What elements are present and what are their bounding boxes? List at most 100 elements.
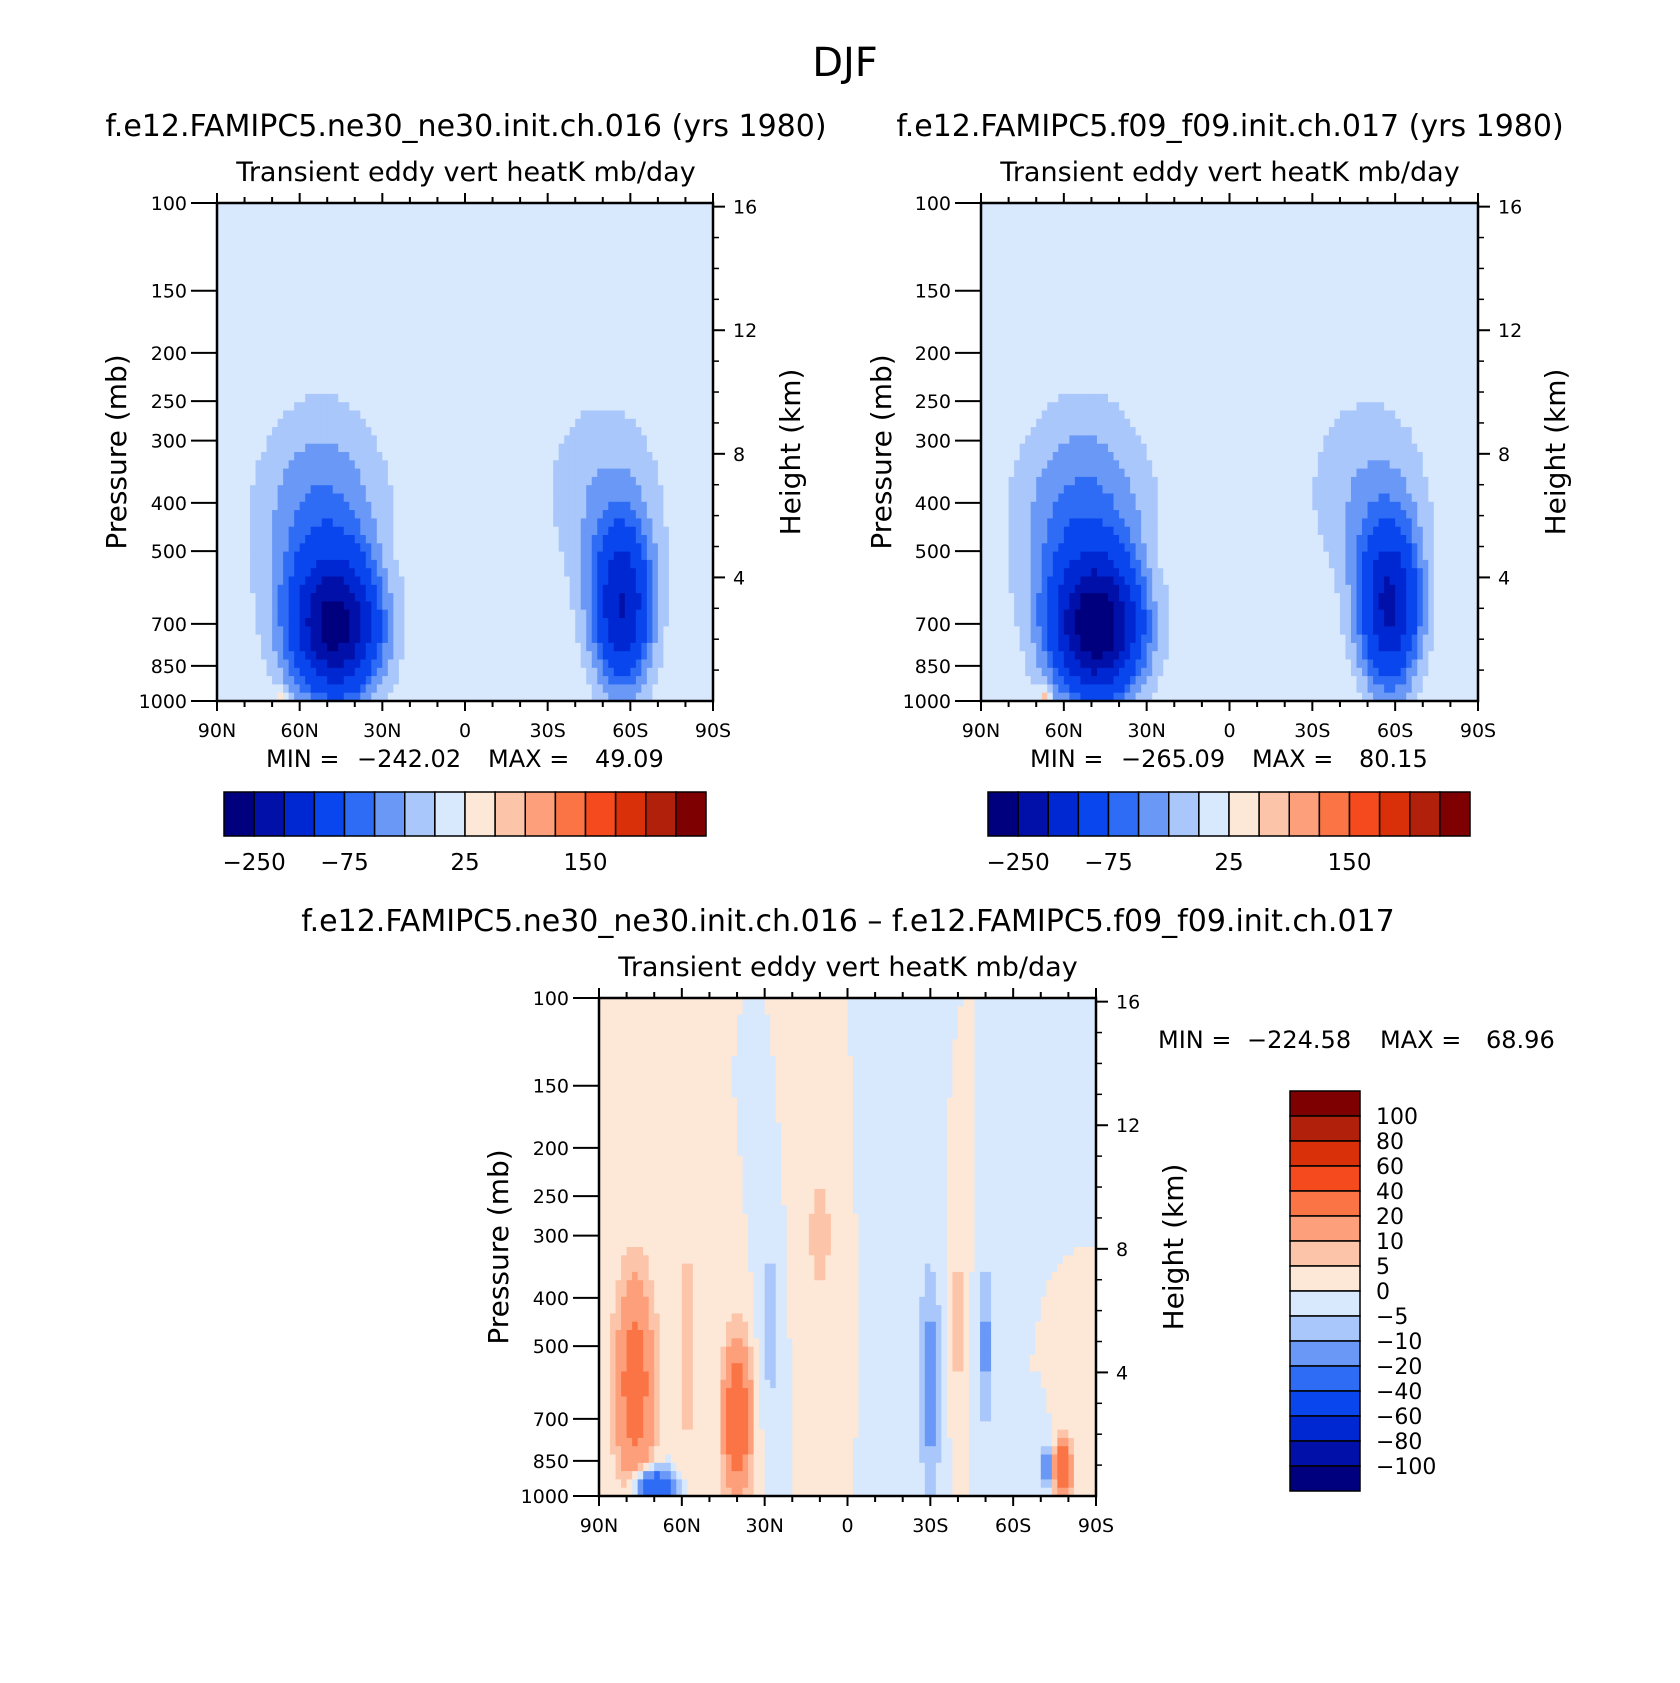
heatmap-cell (354, 518, 361, 528)
heatmap-cell (415, 659, 422, 669)
heatmap-cell (420, 618, 428, 627)
heatmap-cell (244, 402, 251, 412)
heatmap-cell (652, 559, 659, 569)
heatmap-cell (536, 476, 543, 486)
heatmap-cell (409, 543, 416, 553)
heatmap-cell (299, 518, 306, 528)
heatmap-cell (597, 244, 604, 254)
heatmap-cell (354, 211, 361, 221)
heatmap-cell (602, 269, 609, 279)
heatmap-cell (327, 551, 334, 561)
heatmap-cell (376, 369, 383, 378)
heatmap-cell (382, 360, 389, 370)
heatmap-cell (404, 352, 411, 362)
heatmap-cell (244, 634, 251, 644)
heatmap-cell (437, 286, 444, 295)
heatmap-cell (663, 269, 670, 279)
heatmap-cell (553, 327, 560, 337)
heatmap-cell (635, 576, 642, 586)
heatmap-cell (376, 676, 383, 685)
heatmap-cell (233, 385, 240, 395)
heatmap-cell (476, 277, 483, 287)
heatmap-cell (354, 427, 361, 436)
heatmap-cell (387, 551, 394, 561)
heatmap-cell (476, 452, 483, 461)
heatmap-cell (602, 634, 609, 644)
heatmap-cell (415, 377, 422, 387)
heatmap-cell (459, 535, 466, 544)
heatmap-cell (498, 452, 505, 461)
heatmap-cell (354, 302, 361, 312)
heatmap-cell (217, 626, 224, 636)
heatmap-cell (310, 236, 317, 246)
heatmap-cell (321, 684, 328, 694)
heatmap-cell (261, 518, 268, 528)
heatmap-cell (657, 609, 664, 619)
heatmap-cell (630, 551, 637, 561)
heatmap-cell (277, 692, 284, 702)
heatmap-cell (591, 609, 598, 619)
heatmap-cell (343, 452, 350, 461)
heatmap-cell (321, 618, 328, 627)
heatmap-cell (487, 452, 494, 461)
heatmap-cell (547, 460, 554, 470)
heatmap-cell (387, 385, 394, 395)
heatmap-cell (277, 319, 284, 329)
heatmap-cell (646, 626, 653, 636)
heatmap-cell (558, 244, 565, 254)
heatmap-cell (288, 327, 295, 337)
heatmap-cell (542, 501, 549, 511)
heatmap-cell (624, 452, 631, 461)
heatmap-cell (453, 294, 461, 304)
heatmap-cell (277, 294, 284, 304)
heatmap-cell (321, 344, 328, 353)
heatmap-cell (244, 659, 251, 669)
heatmap-cell (591, 418, 598, 428)
heatmap-cell (294, 535, 301, 544)
heatmap-cell (569, 543, 576, 553)
heatmap-cell (310, 352, 317, 362)
heatmap-cell (222, 211, 229, 221)
heatmap-cell (453, 302, 461, 312)
heatmap-cell (553, 294, 560, 304)
heatmap-cell (222, 443, 229, 453)
heatmap-cell (525, 526, 532, 536)
heatmap-cell (564, 219, 571, 229)
heatmap-cell (646, 543, 653, 553)
heatmap-cell (635, 369, 642, 378)
heatmap-cell (431, 269, 439, 279)
heatmap-cell (415, 211, 422, 221)
heatmap-cell (674, 294, 681, 304)
heatmap-cell (453, 360, 461, 370)
heatmap-cell (442, 302, 450, 312)
heatmap-cell (459, 310, 466, 320)
heatmap-cell (448, 601, 455, 611)
heatmap-cell (272, 510, 279, 519)
heatmap-cell (520, 535, 527, 544)
heatmap-cell (470, 634, 477, 644)
heatmap-cell (575, 244, 582, 254)
heatmap-cell (420, 335, 428, 345)
heatmap-cell (222, 252, 229, 262)
heatmap-cell (294, 659, 301, 669)
heatmap-cell (652, 493, 659, 503)
heatmap-cell (343, 618, 350, 627)
heatmap-cell (613, 510, 620, 519)
heatmap-cell (465, 634, 472, 644)
heatmap-cell (487, 468, 494, 478)
heatmap-cell (619, 410, 626, 420)
heatmap-cell (387, 642, 394, 652)
heatmap-cell (217, 651, 224, 661)
heatmap-cell (641, 518, 648, 528)
heatmap-cell (398, 286, 405, 295)
heatmap-cell (608, 385, 615, 395)
heatmap-cell (591, 219, 598, 229)
heatmap-cell (547, 501, 554, 511)
heatmap-cell (365, 352, 372, 362)
heatmap-cell (321, 593, 328, 602)
heatmap-cell (228, 211, 235, 221)
heatmap-cell (382, 667, 389, 677)
heatmap-cell (646, 476, 653, 486)
heatmap-cell (635, 393, 642, 403)
heatmap-cell (553, 227, 560, 237)
